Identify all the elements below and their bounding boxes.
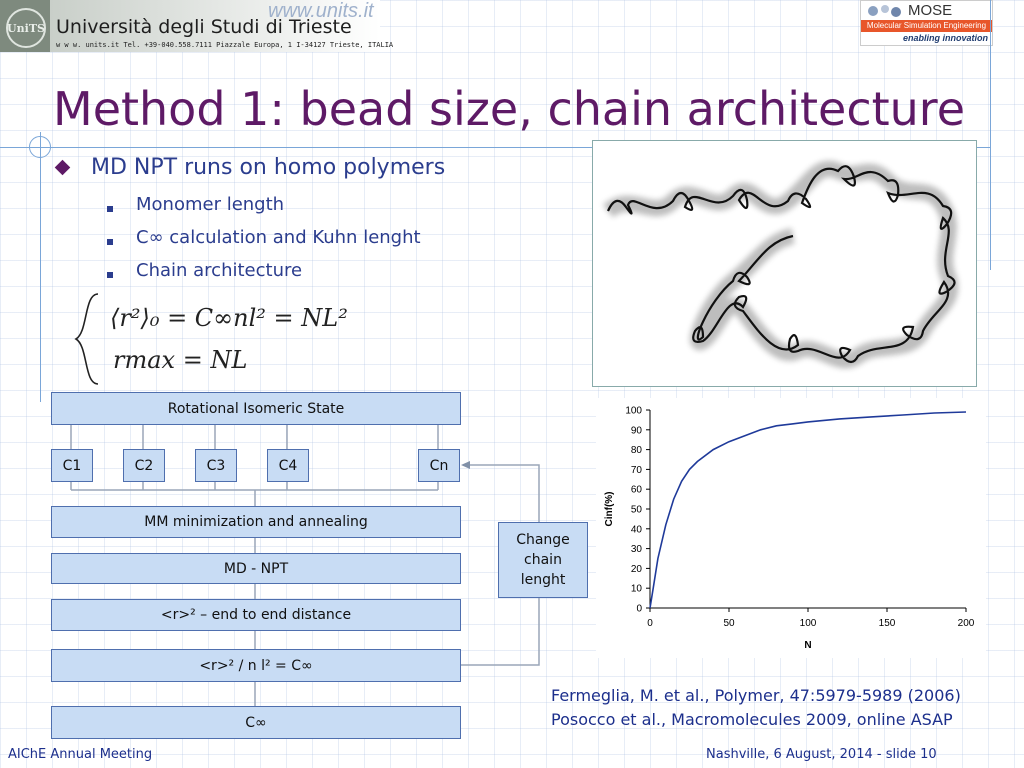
chart-x-tick-label: 150	[879, 618, 896, 629]
flow-box-step: <r>² / n l² = C∞	[51, 649, 461, 682]
flow-box-chain: C2	[123, 449, 165, 482]
square-bullet-icon	[107, 239, 113, 245]
slide-title: Method 1: bead size, chain architecture	[53, 82, 966, 136]
sub-bullet: C∞ calculation and Kuhn lenght	[136, 227, 421, 248]
university-crest-icon: UniTS	[6, 8, 46, 48]
university-address: w w w. units.it Tel. +39-040.558.7111 Pi…	[56, 41, 394, 49]
chart-background	[596, 398, 986, 658]
flow-box-chain: Cn	[418, 449, 460, 482]
chart-y-tick-label: 50	[631, 505, 643, 516]
decor-line	[990, 0, 991, 270]
polymer-chain-image	[592, 140, 977, 387]
mose-logo: MOSE Molecular Simulation Engineering en…	[860, 0, 993, 46]
equation-end-to-end: ⟨r²⟩₀ = C∞nl² = NL²	[110, 304, 348, 332]
decor-line	[40, 132, 41, 402]
reference-item: Fermeglia, M. et al., Polymer, 47:5979-5…	[551, 686, 961, 705]
reference-item: Posocco et al., Macromolecules 2009, onl…	[551, 710, 953, 729]
chart-y-tick-label: 100	[625, 406, 642, 417]
change-chain-line: chain	[524, 552, 562, 568]
university-name: Università degli Studi di Trieste	[56, 16, 352, 38]
sub-bullet: Chain architecture	[136, 260, 303, 281]
change-chain-line: Change	[516, 532, 570, 548]
chart-y-tick-label: 10	[631, 584, 643, 595]
chart-y-tick-label: 80	[631, 445, 643, 456]
chart-y-tick-label: 30	[631, 544, 643, 555]
decor-circle	[29, 136, 51, 158]
flow-box-step: MD - NPT	[51, 553, 461, 584]
change-chain-box: Change chain lenght	[498, 522, 588, 598]
mose-name: MOSE	[908, 2, 953, 19]
chart-ylabel: Cinf(%)	[604, 492, 615, 527]
bullet-main: MD NPT runs on homo polymers	[91, 155, 446, 180]
flow-box-step: <r>² – end to end distance	[51, 599, 461, 631]
sub-bullet: Monomer length	[136, 194, 285, 215]
flow-box-ris: Rotational Isomeric State	[51, 392, 461, 425]
chart-y-tick-label: 70	[631, 465, 643, 476]
chart-x-tick-label: 50	[723, 618, 735, 629]
footer-right: Nashville, 6 August, 2014 - slide 10	[706, 747, 937, 762]
square-bullet-icon	[107, 206, 113, 212]
mose-subtitle: Molecular Simulation Engineering	[861, 20, 992, 32]
chart-y-tick-label: 40	[631, 524, 643, 535]
chart-y-tick-label: 90	[631, 425, 643, 436]
polymer-chain-drawing	[603, 160, 959, 369]
flow-box-step: MM minimization and annealing	[51, 506, 461, 538]
flow-box-chain: C3	[195, 449, 237, 482]
university-logo: UniTS	[0, 0, 51, 52]
curly-brace-icon	[74, 293, 99, 385]
footer-left: AIChE Annual Meeting	[8, 747, 153, 762]
mose-tagline: enabling innovation	[903, 33, 988, 43]
flow-box-chain: C4	[267, 449, 309, 482]
references: Fermeglia, M. et al., Polymer, 47:5979-5…	[551, 684, 961, 732]
decor-line	[0, 147, 990, 148]
chart-y-tick-label: 0	[636, 604, 642, 615]
flow-box-step: C∞	[51, 706, 461, 739]
chart-x-tick-label: 0	[647, 618, 653, 629]
square-bullet-icon	[107, 272, 113, 278]
mose-molecule-icon	[868, 5, 901, 17]
chart-x-tick-label: 100	[800, 618, 817, 629]
header-band	[50, 0, 380, 52]
chart-y-tick-label: 60	[631, 485, 643, 496]
chart-y-tick-label: 20	[631, 564, 643, 575]
units-watermark: www.units.it	[268, 0, 374, 22]
change-chain-line: lenght	[520, 572, 566, 588]
flow-box-chain: C1	[51, 449, 93, 482]
chart-series-line	[649, 411, 967, 609]
equation-rmax: rmax = NL	[113, 346, 248, 374]
chart-x-tick-label: 200	[958, 618, 975, 629]
chart-xlabel: N	[804, 640, 811, 651]
cinf-chart: Cinf(%) N 0 10 20 30 40 50 60 70 80 90 100 0 50 100 15…	[596, 398, 986, 658]
